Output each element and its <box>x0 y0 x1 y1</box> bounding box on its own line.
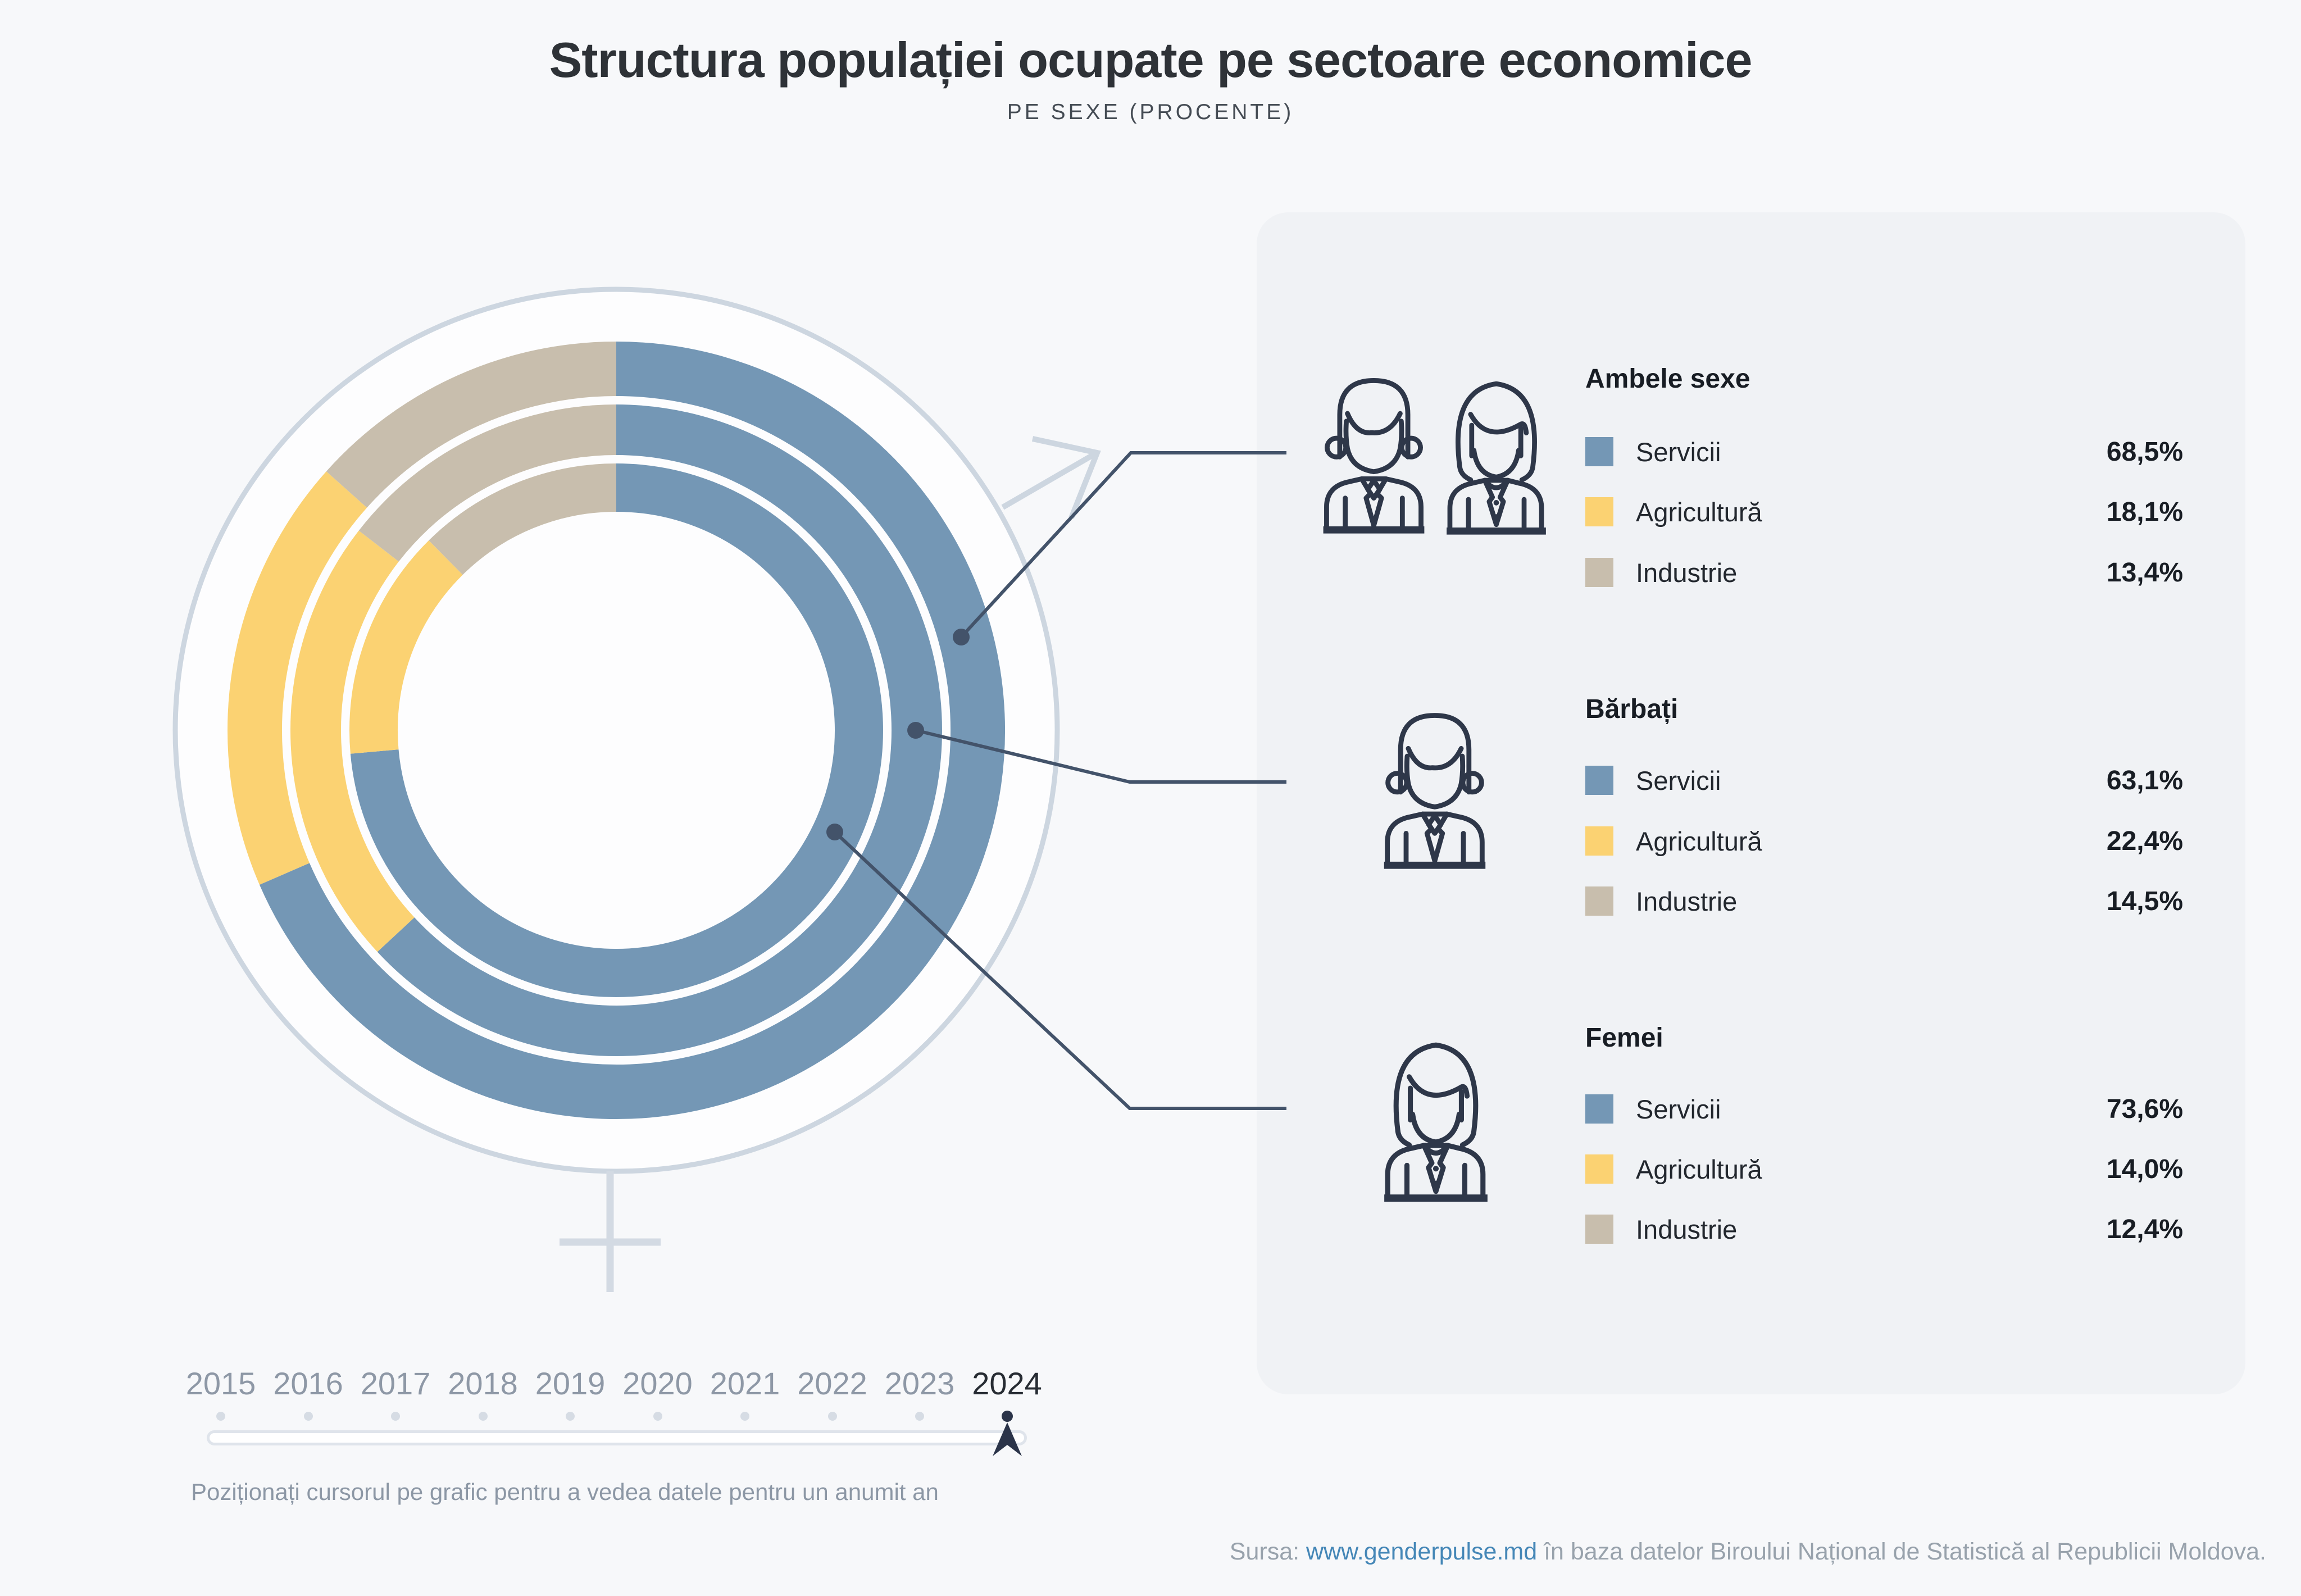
servicii-swatch <box>1585 1094 1613 1124</box>
legend-row-label: Agricultură <box>1636 497 1762 527</box>
legend-row-label: Industrie <box>1636 1214 1738 1244</box>
year-tick-2022[interactable] <box>827 1412 837 1421</box>
legend-row-value: 73,6% <box>2106 1094 2183 1124</box>
legend-row-value: 14,5% <box>2106 886 2183 916</box>
legend-row: Agricultură 22,4% <box>1585 825 2183 857</box>
legend-row-value: 14,0% <box>2106 1154 2183 1184</box>
female-cross-icon <box>560 1171 661 1292</box>
year-tick-2023[interactable] <box>915 1412 924 1421</box>
page-subtitle: PE SEXE (PROCENTE) <box>1007 100 1294 124</box>
ring-segment-middle-agricultura[interactable] <box>290 530 415 952</box>
legend-row-value: 63,1% <box>2106 765 2183 795</box>
year-tick-2018[interactable] <box>478 1412 488 1421</box>
legend-group-title-barbati: Bărbați <box>1585 694 1679 724</box>
legend-row: Industrie 13,4% <box>1585 557 2183 588</box>
year-tick-2019[interactable] <box>566 1412 575 1421</box>
page-title: Structura populației ocupate pe sectoare… <box>549 32 1753 88</box>
servicii-swatch <box>1585 437 1613 466</box>
legend-row-label: Agricultură <box>1636 1154 1762 1184</box>
year-label-2015[interactable]: 2015 <box>185 1366 256 1401</box>
ring-segment-middle-industrie[interactable] <box>358 404 617 562</box>
ring-segment-inner-industrie[interactable] <box>429 463 617 575</box>
legend-row-value: 12,4% <box>2106 1214 2183 1244</box>
year-slider-track[interactable] <box>207 1430 1027 1445</box>
source-line: Sursa: www.genderpulse.md în baza datelo… <box>1230 1538 2266 1566</box>
ring-segment-inner-agricultura[interactable] <box>349 540 463 754</box>
slider-cursor-icon[interactable] <box>993 1422 1022 1457</box>
legend-row: Servicii 73,6% <box>1585 1093 2183 1125</box>
donut-rings <box>228 342 1005 1119</box>
legend-row-label: Agricultură <box>1636 826 1762 856</box>
man-icon <box>1384 713 1486 869</box>
year-tick-2024[interactable] <box>1001 1411 1013 1422</box>
source-suffix: în baza datelor Biroului Național de Sta… <box>1537 1538 2266 1565</box>
agricultura-swatch <box>1585 1154 1613 1184</box>
legend-row-label: Industrie <box>1636 557 1738 588</box>
male-arrow-icon <box>1001 436 1101 519</box>
legend-row: Agricultură 18,1% <box>1585 496 2183 528</box>
ring-segment-outer-agricultura[interactable] <box>228 471 367 885</box>
year-label-2021[interactable]: 2021 <box>710 1366 780 1401</box>
year-tick-2017[interactable] <box>391 1412 400 1421</box>
legend-row-label: Servicii <box>1636 1094 1721 1124</box>
woman-icon <box>1384 1042 1488 1202</box>
legend-group-title-ambele-sexe: Ambele sexe <box>1585 364 1750 394</box>
year-label-2018[interactable]: 2018 <box>448 1366 518 1401</box>
legend-group-title-femei: Femei <box>1585 1023 1663 1053</box>
agricultura-swatch <box>1585 497 1613 526</box>
year-tick-2020[interactable] <box>653 1412 662 1421</box>
year-tick-2021[interactable] <box>740 1412 749 1421</box>
legend-row: Industrie 14,5% <box>1585 885 2183 917</box>
year-label-2024[interactable]: 2024 <box>972 1366 1042 1401</box>
source-prefix: Sursa: <box>1229 1538 1307 1565</box>
legend-row: Servicii 63,1% <box>1585 765 2183 796</box>
callout-line-ambele-sexe <box>959 451 1286 639</box>
legend-row-value: 22,4% <box>2106 826 2183 856</box>
man-icon <box>1323 378 1425 534</box>
legend-row: Agricultură 14,0% <box>1585 1153 2183 1185</box>
legend-row-label: Servicii <box>1636 765 1721 795</box>
industrie-swatch <box>1585 558 1613 587</box>
year-label-2020[interactable]: 2020 <box>622 1366 693 1401</box>
legend-row-label: Industrie <box>1636 886 1738 916</box>
legend-row-value: 13,4% <box>2106 557 2183 588</box>
ring-segment-outer-industrie[interactable] <box>326 342 617 508</box>
legend-row-value: 18,1% <box>2106 497 2183 527</box>
source-link[interactable]: www.genderpulse.md <box>1306 1538 1538 1565</box>
agricultura-swatch <box>1585 826 1613 856</box>
servicii-swatch <box>1585 766 1613 795</box>
year-tick-2016[interactable] <box>303 1412 313 1421</box>
year-tick-2015[interactable] <box>216 1412 225 1421</box>
slider-hint: Poziționați cursorul pe grafic pentru a … <box>191 1479 939 1505</box>
ring-segment-inner-servicii[interactable] <box>350 463 883 997</box>
industrie-swatch <box>1585 1215 1613 1244</box>
industrie-swatch <box>1585 886 1613 916</box>
year-label-2016[interactable]: 2016 <box>273 1366 343 1401</box>
legend-row-label: Servicii <box>1636 436 1721 467</box>
legend-row: Industrie 12,4% <box>1585 1213 2183 1245</box>
legend-row: Servicii 68,5% <box>1585 436 2183 467</box>
legend-row-value: 68,5% <box>2106 436 2183 467</box>
year-label-2017[interactable]: 2017 <box>360 1366 431 1401</box>
year-label-2022[interactable]: 2022 <box>797 1366 867 1401</box>
year-label-2019[interactable]: 2019 <box>535 1366 606 1401</box>
woman-icon <box>1447 381 1546 535</box>
year-label-2023[interactable]: 2023 <box>884 1366 955 1401</box>
